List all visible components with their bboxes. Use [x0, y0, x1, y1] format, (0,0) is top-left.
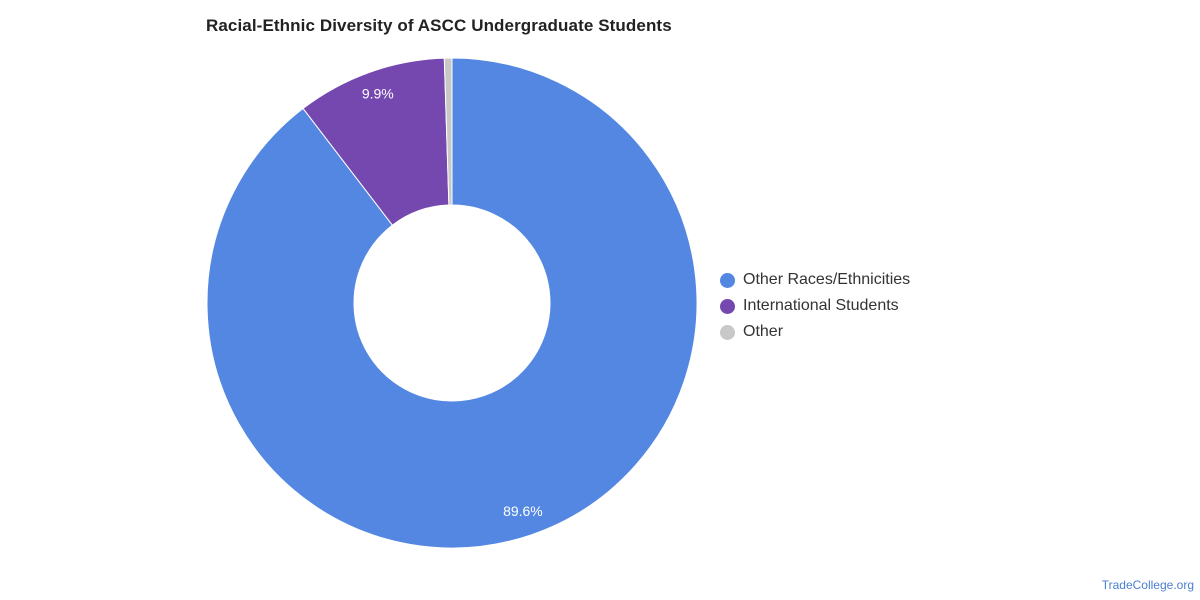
donut-data-labels: 89.6% 9.9% [362, 86, 543, 519]
legend-swatch [720, 324, 735, 340]
donut-slice-2[interactable] [443, 57, 453, 206]
legend-item-other[interactable]: Other [720, 319, 910, 345]
donut-slices [206, 57, 698, 549]
legend-label: International Students [743, 297, 899, 314]
chart-title: Racial-Ethnic Diversity of ASCC Undergra… [206, 16, 672, 35]
legend-swatch [720, 272, 735, 288]
legend-label: Other Races/Ethnicities [743, 271, 911, 288]
source-link[interactable]: TradeCollege.org [1101, 578, 1194, 592]
donut-slice-0[interactable] [206, 57, 698, 549]
data-label-0: 89.6% [503, 503, 543, 519]
legend-label: Other [743, 323, 784, 340]
legend-item-other-races[interactable]: Other Races/Ethnicities [720, 267, 910, 293]
data-label-1: 9.9% [362, 86, 394, 102]
legend-swatch [720, 298, 735, 314]
chart-legend: Other Races/Ethnicities International St… [720, 267, 910, 345]
legend-item-international-students[interactable]: International Students [720, 293, 910, 319]
